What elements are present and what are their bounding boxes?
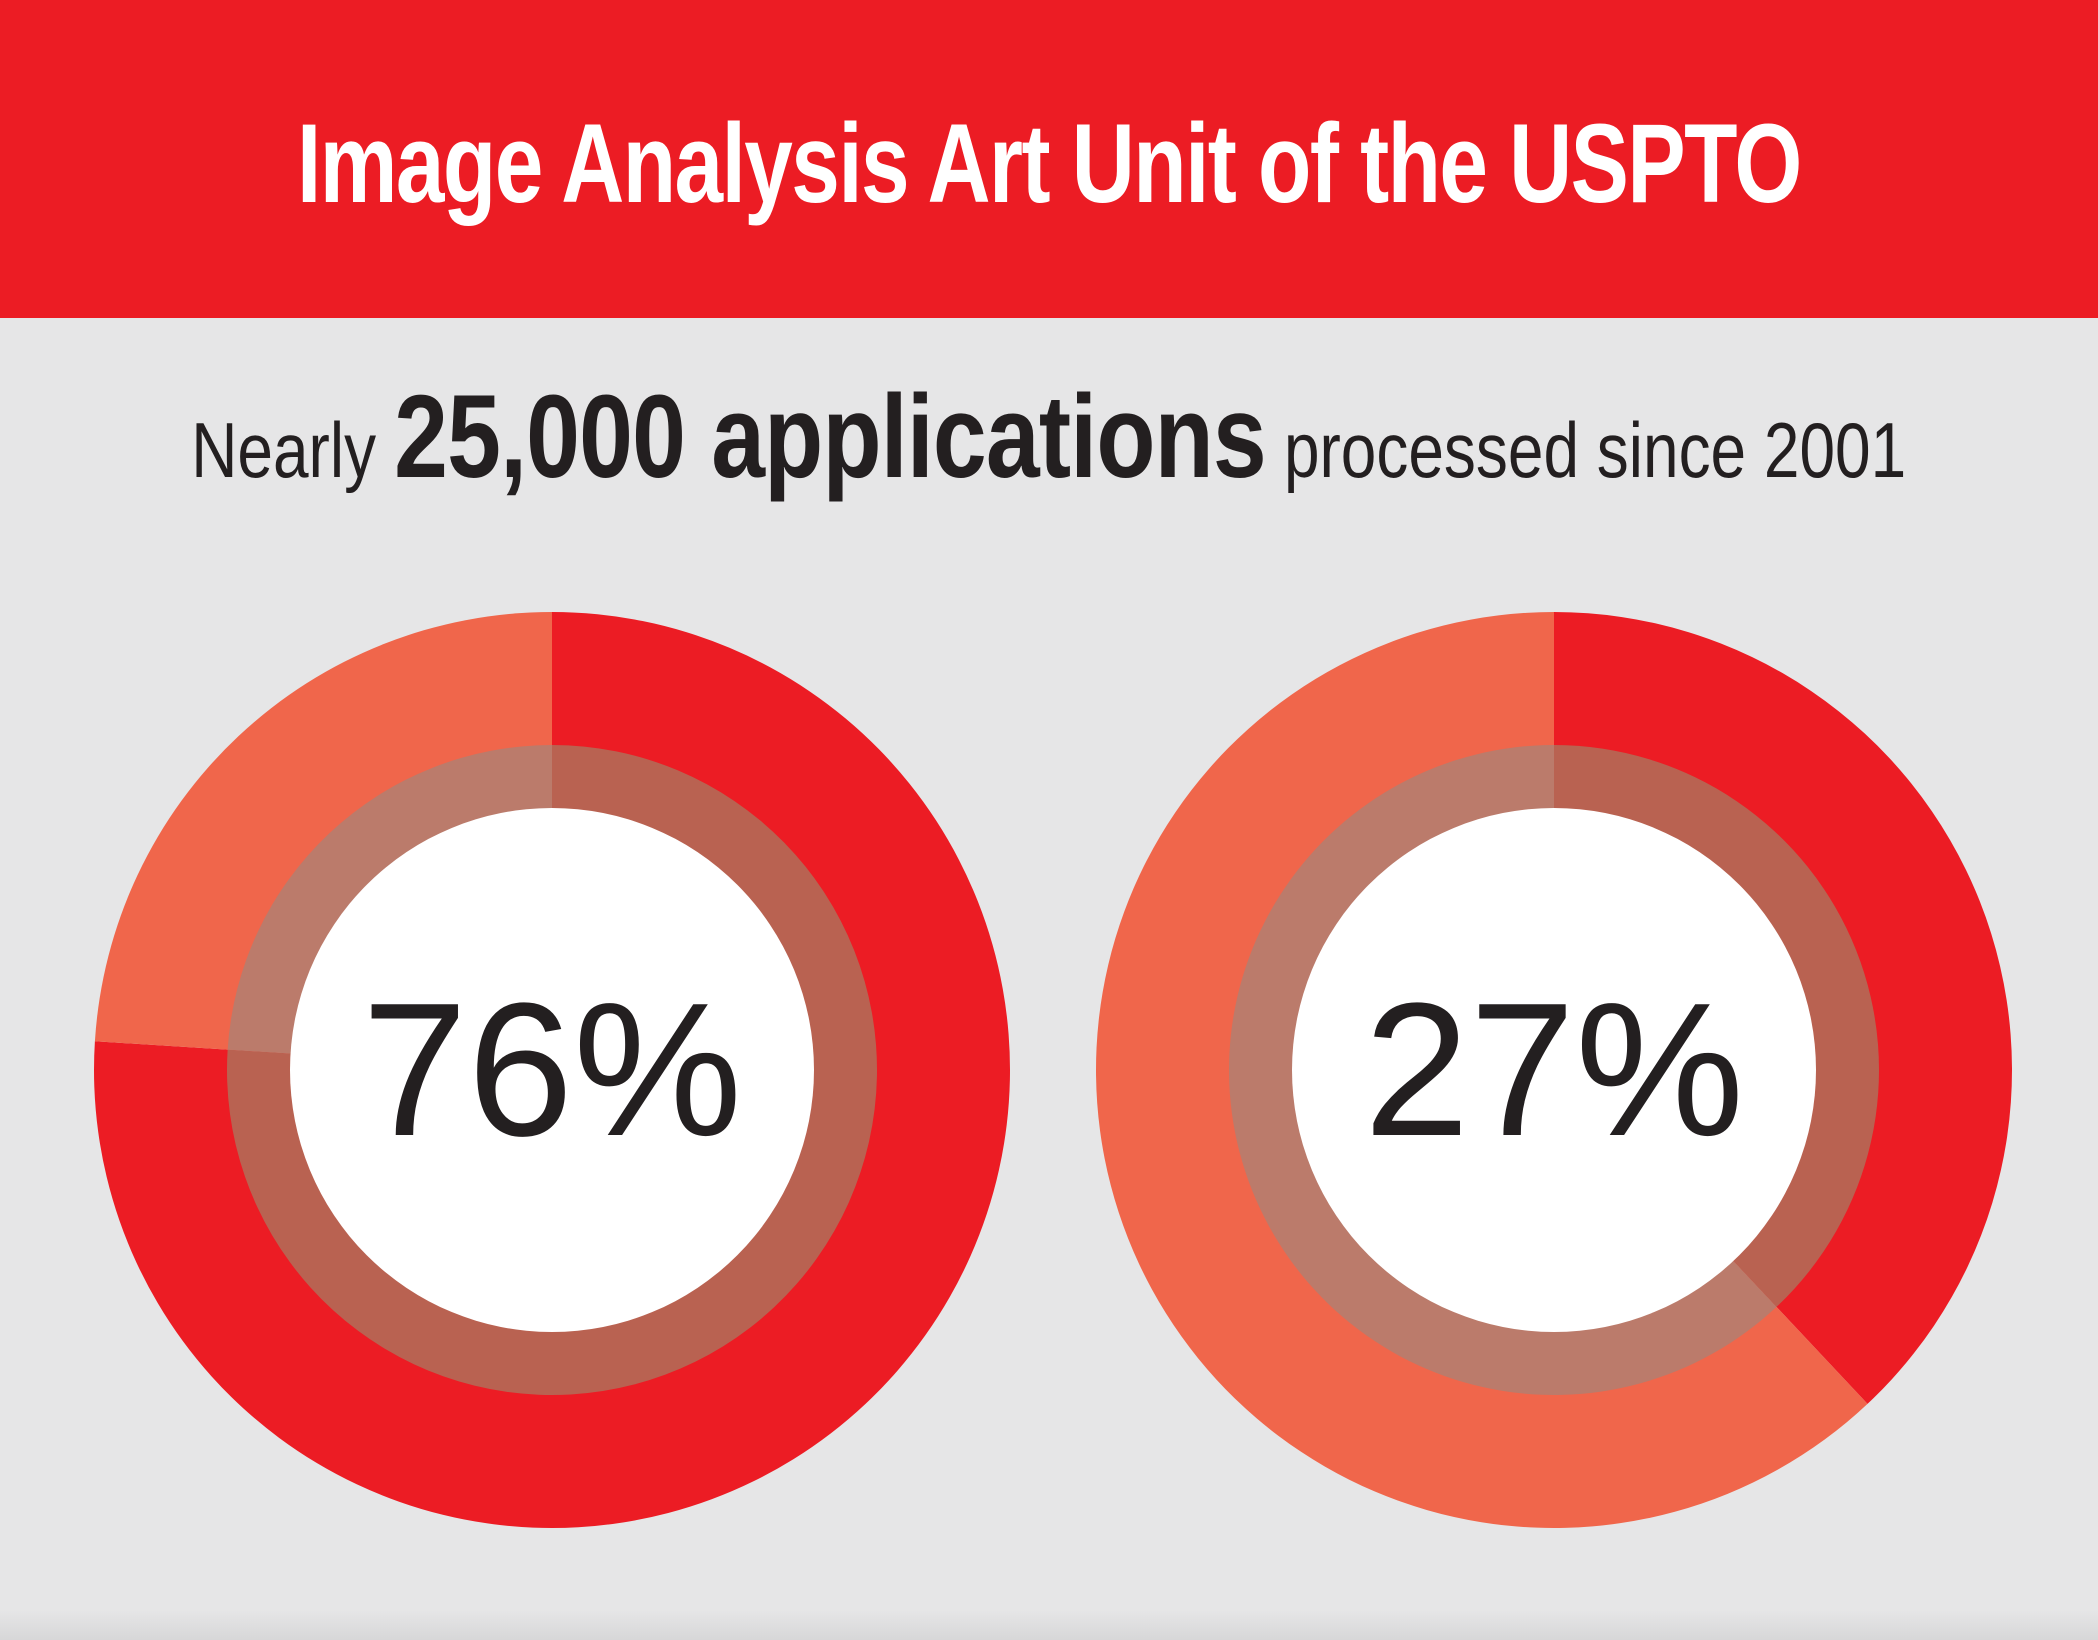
- subtitle: Nearly 25,000 applications processed since…: [0, 369, 2098, 505]
- donut-chart-1: 76%: [94, 612, 1011, 1528]
- subtitle-tail: processed since 2001: [1284, 406, 1907, 494]
- subtitle-highlight: 25,000 applications: [394, 371, 1267, 503]
- subtitle-line: Nearly 25,000 applications processed since…: [192, 369, 1907, 505]
- donut-center: [290, 808, 814, 1332]
- donut-center: [1292, 808, 1816, 1332]
- header-banner: Image Analysis Art Unit of the USPTO: [0, 0, 2098, 318]
- subtitle-lead: Nearly: [191, 406, 377, 494]
- percent-label: 76%: [362, 964, 742, 1176]
- donut-chart-2: 27%: [1095, 612, 2012, 1529]
- percent-label: 27%: [1364, 964, 1744, 1176]
- page-title: Image Analysis Art Unit of the USPTO: [297, 100, 1802, 226]
- bottom-edge: [0, 1610, 2098, 1640]
